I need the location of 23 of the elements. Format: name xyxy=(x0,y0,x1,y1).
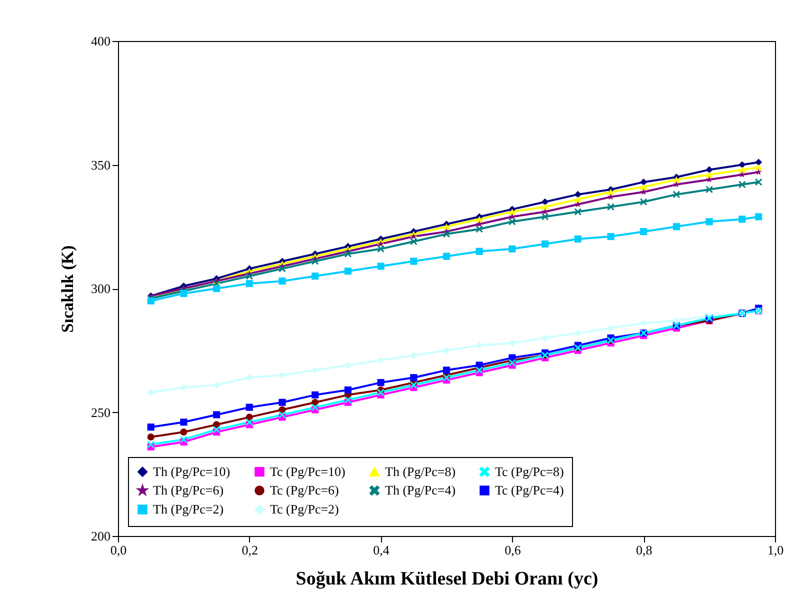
x-axis-title: Soğuk Akım Kütlesel Debi Oranı (yc) xyxy=(296,568,598,590)
y-tick-label: 400 xyxy=(91,34,110,48)
legend-label: Tc (Pg/Pc=8) xyxy=(495,464,564,479)
legend-label: Th (Pg/Pc=10) xyxy=(153,464,230,479)
y-tick-label: 350 xyxy=(91,157,110,172)
y-axis-title: Sıcaklık (K) xyxy=(58,245,77,333)
y-tick-label: 300 xyxy=(91,281,110,296)
x-tick-label: 1,0 xyxy=(767,542,784,558)
legend-label: Th (Pg/Pc=6) xyxy=(153,482,224,498)
x-tick-label: 0,4 xyxy=(373,542,390,558)
x-tick-label: 0,0 xyxy=(110,542,127,558)
x-tick-label: 0,2 xyxy=(242,542,258,558)
x-tick-label: 0,8 xyxy=(636,542,652,558)
legend-label: Th (Pg/Pc=8) xyxy=(385,464,456,480)
legend-label: Th (Pg/Pc=2) xyxy=(153,502,224,516)
legend-label: Tc (Pg/Pc=10) xyxy=(270,464,346,479)
y-tick-label: 250 xyxy=(91,404,110,420)
legend-label: Tc (Pg/Pc=2) xyxy=(270,502,339,516)
legend-label: Tc (Pg/Pc=6) xyxy=(270,482,339,498)
y-tick-label: 200 xyxy=(91,528,110,544)
legend-label: Tc (Pg/Pc=4) xyxy=(495,482,564,498)
legend-label: Th (Pg/Pc=4) xyxy=(385,482,456,498)
x-tick-label: 0,6 xyxy=(504,542,522,558)
